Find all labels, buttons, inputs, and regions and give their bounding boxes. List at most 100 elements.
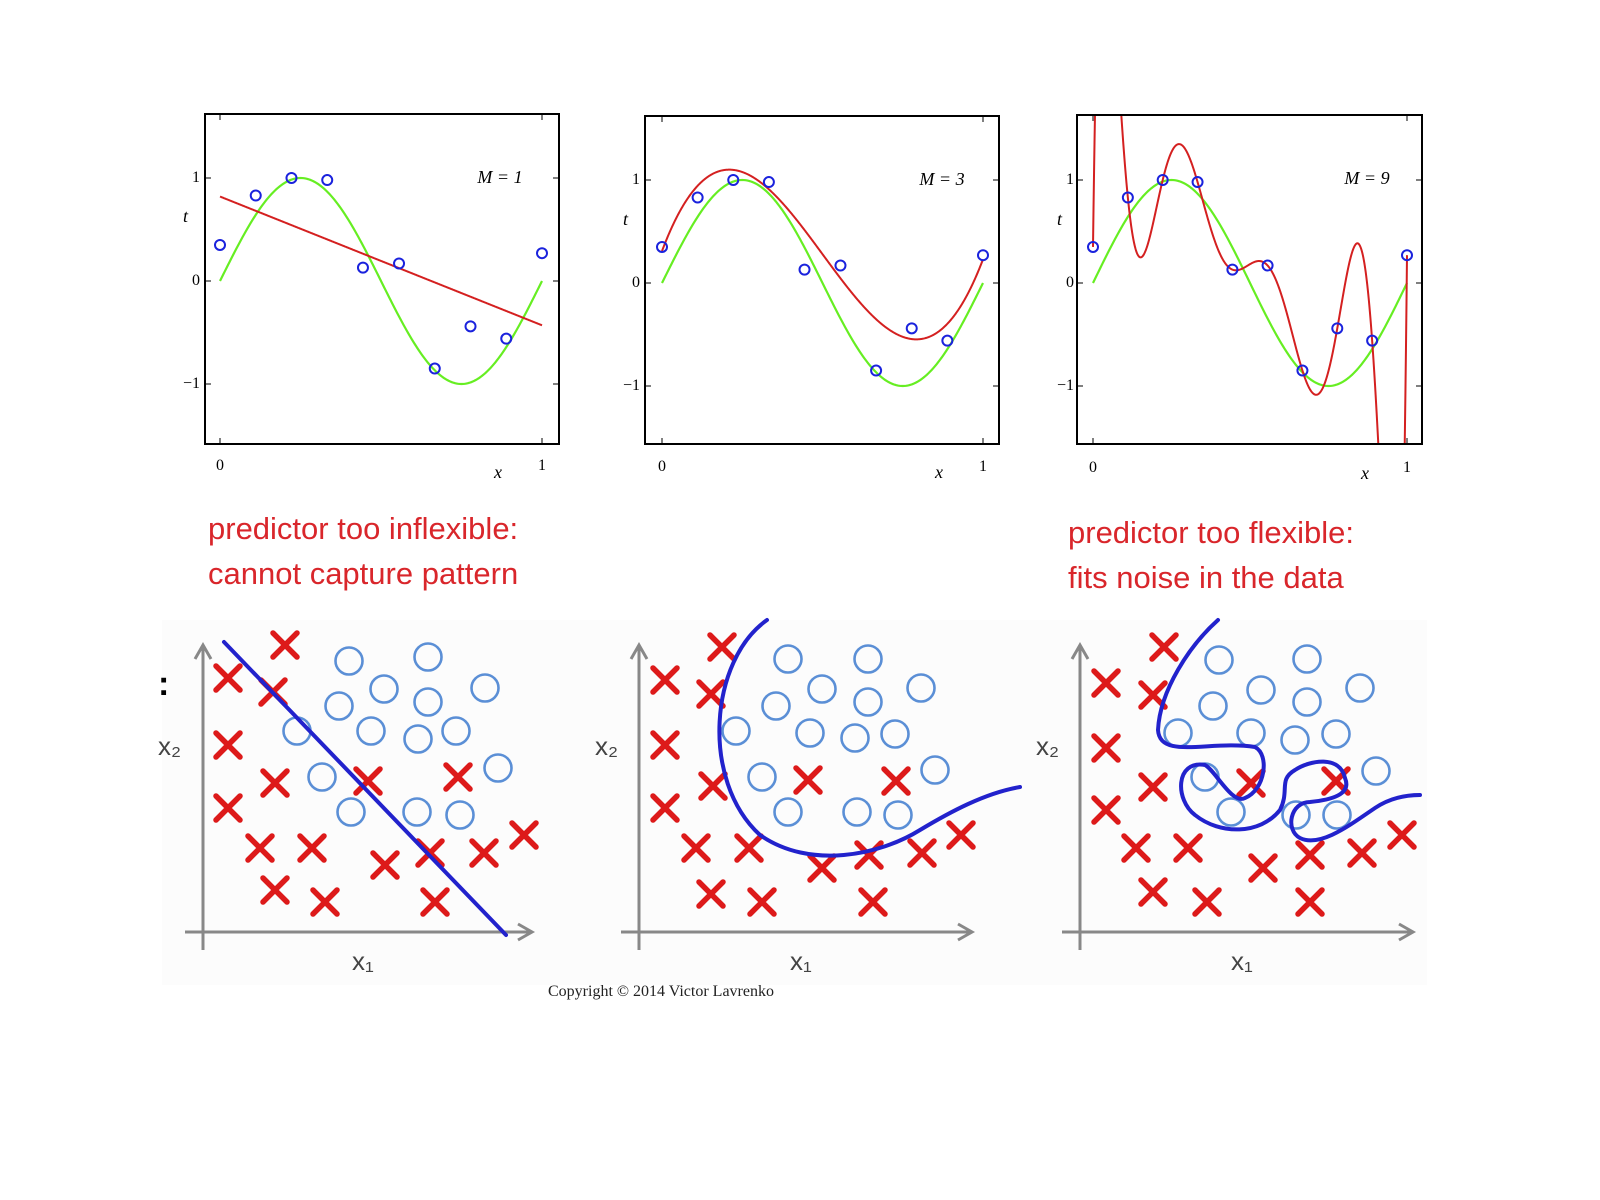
caption-underfit-line2: cannot capture pattern [208, 556, 518, 591]
cross-marker [1295, 840, 1325, 870]
y-axis-arrow [629, 641, 649, 660]
circle-marker [807, 674, 837, 704]
cross-marker [681, 833, 711, 863]
circle-marker [1204, 645, 1234, 675]
x1-axis-label: x₁ [352, 946, 374, 976]
cross-marker [1138, 877, 1168, 907]
x-tick-label: 1 [1403, 459, 1411, 476]
circle-marker [1216, 797, 1246, 827]
circle-marker [853, 687, 883, 717]
cross-marker [1173, 833, 1203, 863]
circle-marker [402, 797, 432, 827]
cross-marker [1091, 668, 1121, 698]
x-axis-label: x [1360, 463, 1369, 483]
colon-mark: : [158, 665, 169, 703]
y-axis-label: t [1057, 209, 1063, 229]
circle-marker [773, 797, 803, 827]
data-point [834, 259, 847, 272]
cross-marker [1091, 795, 1121, 825]
cross-marker [297, 833, 327, 863]
cross-marker [858, 887, 888, 917]
data-point [1296, 364, 1309, 377]
circle-marker [1281, 800, 1311, 830]
cross-marker [213, 730, 243, 760]
fit-curve-line [1092, 116, 1408, 443]
circle-marker [413, 687, 443, 717]
data-point [536, 247, 548, 260]
decision-boundary [222, 640, 508, 937]
x-tick-label: 0 [1089, 459, 1097, 476]
plot-title: M = 3 [918, 169, 964, 189]
circle-marker [1322, 800, 1352, 830]
cross-marker [1091, 733, 1121, 763]
y-tick-label: 0 [632, 274, 640, 291]
copyright-notice: Copyright © 2014 Victor Lavrenko [548, 983, 774, 1000]
cross-marker [696, 679, 726, 709]
cross-marker [213, 793, 243, 823]
x-axis-arrow [1398, 922, 1417, 942]
circle-marker [445, 800, 475, 830]
data-point [428, 362, 441, 375]
y-tick-label: −1 [1057, 377, 1074, 394]
cross-marker [650, 665, 680, 695]
axis-labels: x₂ x₁ x₂ x₁ x₂ x₁ [158, 731, 1253, 976]
circle-marker [1321, 719, 1351, 749]
classification-plot-curved [621, 618, 1022, 950]
plot-frame [204, 113, 560, 445]
data-point [1226, 263, 1239, 276]
cross-marker [1248, 853, 1278, 883]
regression-plot-m1: M = 1 t x 1 0 −1 0 1 [183, 113, 560, 482]
data-point [727, 174, 740, 186]
circle-marker [883, 800, 913, 830]
cross-marker [270, 630, 300, 660]
cross-marker [1347, 838, 1377, 868]
x-axis-label: x [493, 462, 502, 482]
cross-marker [353, 766, 383, 796]
data-point [1121, 191, 1134, 204]
data-point [941, 334, 954, 347]
circle-marker [906, 673, 936, 703]
x-axis-arrow [517, 922, 536, 942]
cross-marker [907, 838, 937, 868]
circle-marker [470, 673, 500, 703]
data-point [500, 332, 513, 345]
y-axis-arrow [1070, 641, 1090, 660]
circle-marker [842, 797, 872, 827]
caption-underfit-line1: predictor too inflexible: [208, 511, 518, 546]
decision-boundary [1156, 618, 1422, 843]
regression-plot-m9: M = 9 t x 1 0 −1 0 1 [1057, 114, 1423, 483]
circle-marker [747, 762, 777, 792]
y-tick-label: −1 [183, 375, 200, 392]
classification-plot-complex [1062, 618, 1422, 950]
x2-axis-label: x₂ [1036, 731, 1059, 761]
cross-marker [650, 730, 680, 760]
true-curve-line [1092, 178, 1408, 388]
x-tick-label: 1 [979, 458, 987, 475]
fit-curve-line [219, 195, 543, 327]
cross-marker [1295, 887, 1325, 917]
circle-marker [1198, 691, 1228, 721]
circle-marker [334, 646, 364, 676]
y-tick-label: 1 [632, 171, 640, 188]
circle-marker [840, 723, 870, 753]
cross-marker [443, 762, 473, 792]
caption-overfit-line1: predictor too flexible: [1068, 515, 1354, 550]
cross-marker [793, 765, 823, 795]
x-axis-label: x [934, 462, 943, 482]
cross-marker [1149, 632, 1179, 662]
circle-marker [1292, 687, 1322, 717]
cross-marker [707, 632, 737, 662]
circle-marker [413, 642, 443, 672]
y-axis-arrow [193, 641, 213, 660]
circle-marker [853, 644, 883, 674]
data-point [285, 172, 298, 184]
plot-title: M = 1 [476, 167, 522, 187]
regression-plot-m3: M = 3 t x 1 0 −1 0 1 [623, 115, 1000, 482]
x2-axis-label: x₂ [595, 731, 618, 761]
cross-marker [696, 879, 726, 909]
data-point [1401, 249, 1413, 262]
circle-marker [324, 691, 354, 721]
x-tick-label: 0 [658, 458, 666, 475]
data-point [691, 191, 704, 204]
